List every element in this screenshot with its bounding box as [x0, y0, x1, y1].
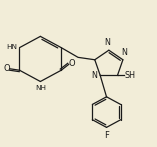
Text: O: O — [68, 59, 75, 68]
Text: SH: SH — [124, 71, 135, 80]
Text: HN: HN — [6, 44, 17, 50]
Text: N: N — [121, 48, 127, 57]
Text: F: F — [104, 131, 109, 140]
Text: O: O — [4, 64, 10, 73]
Text: NH: NH — [36, 85, 47, 91]
Text: N: N — [104, 38, 110, 47]
Text: N: N — [91, 71, 97, 80]
